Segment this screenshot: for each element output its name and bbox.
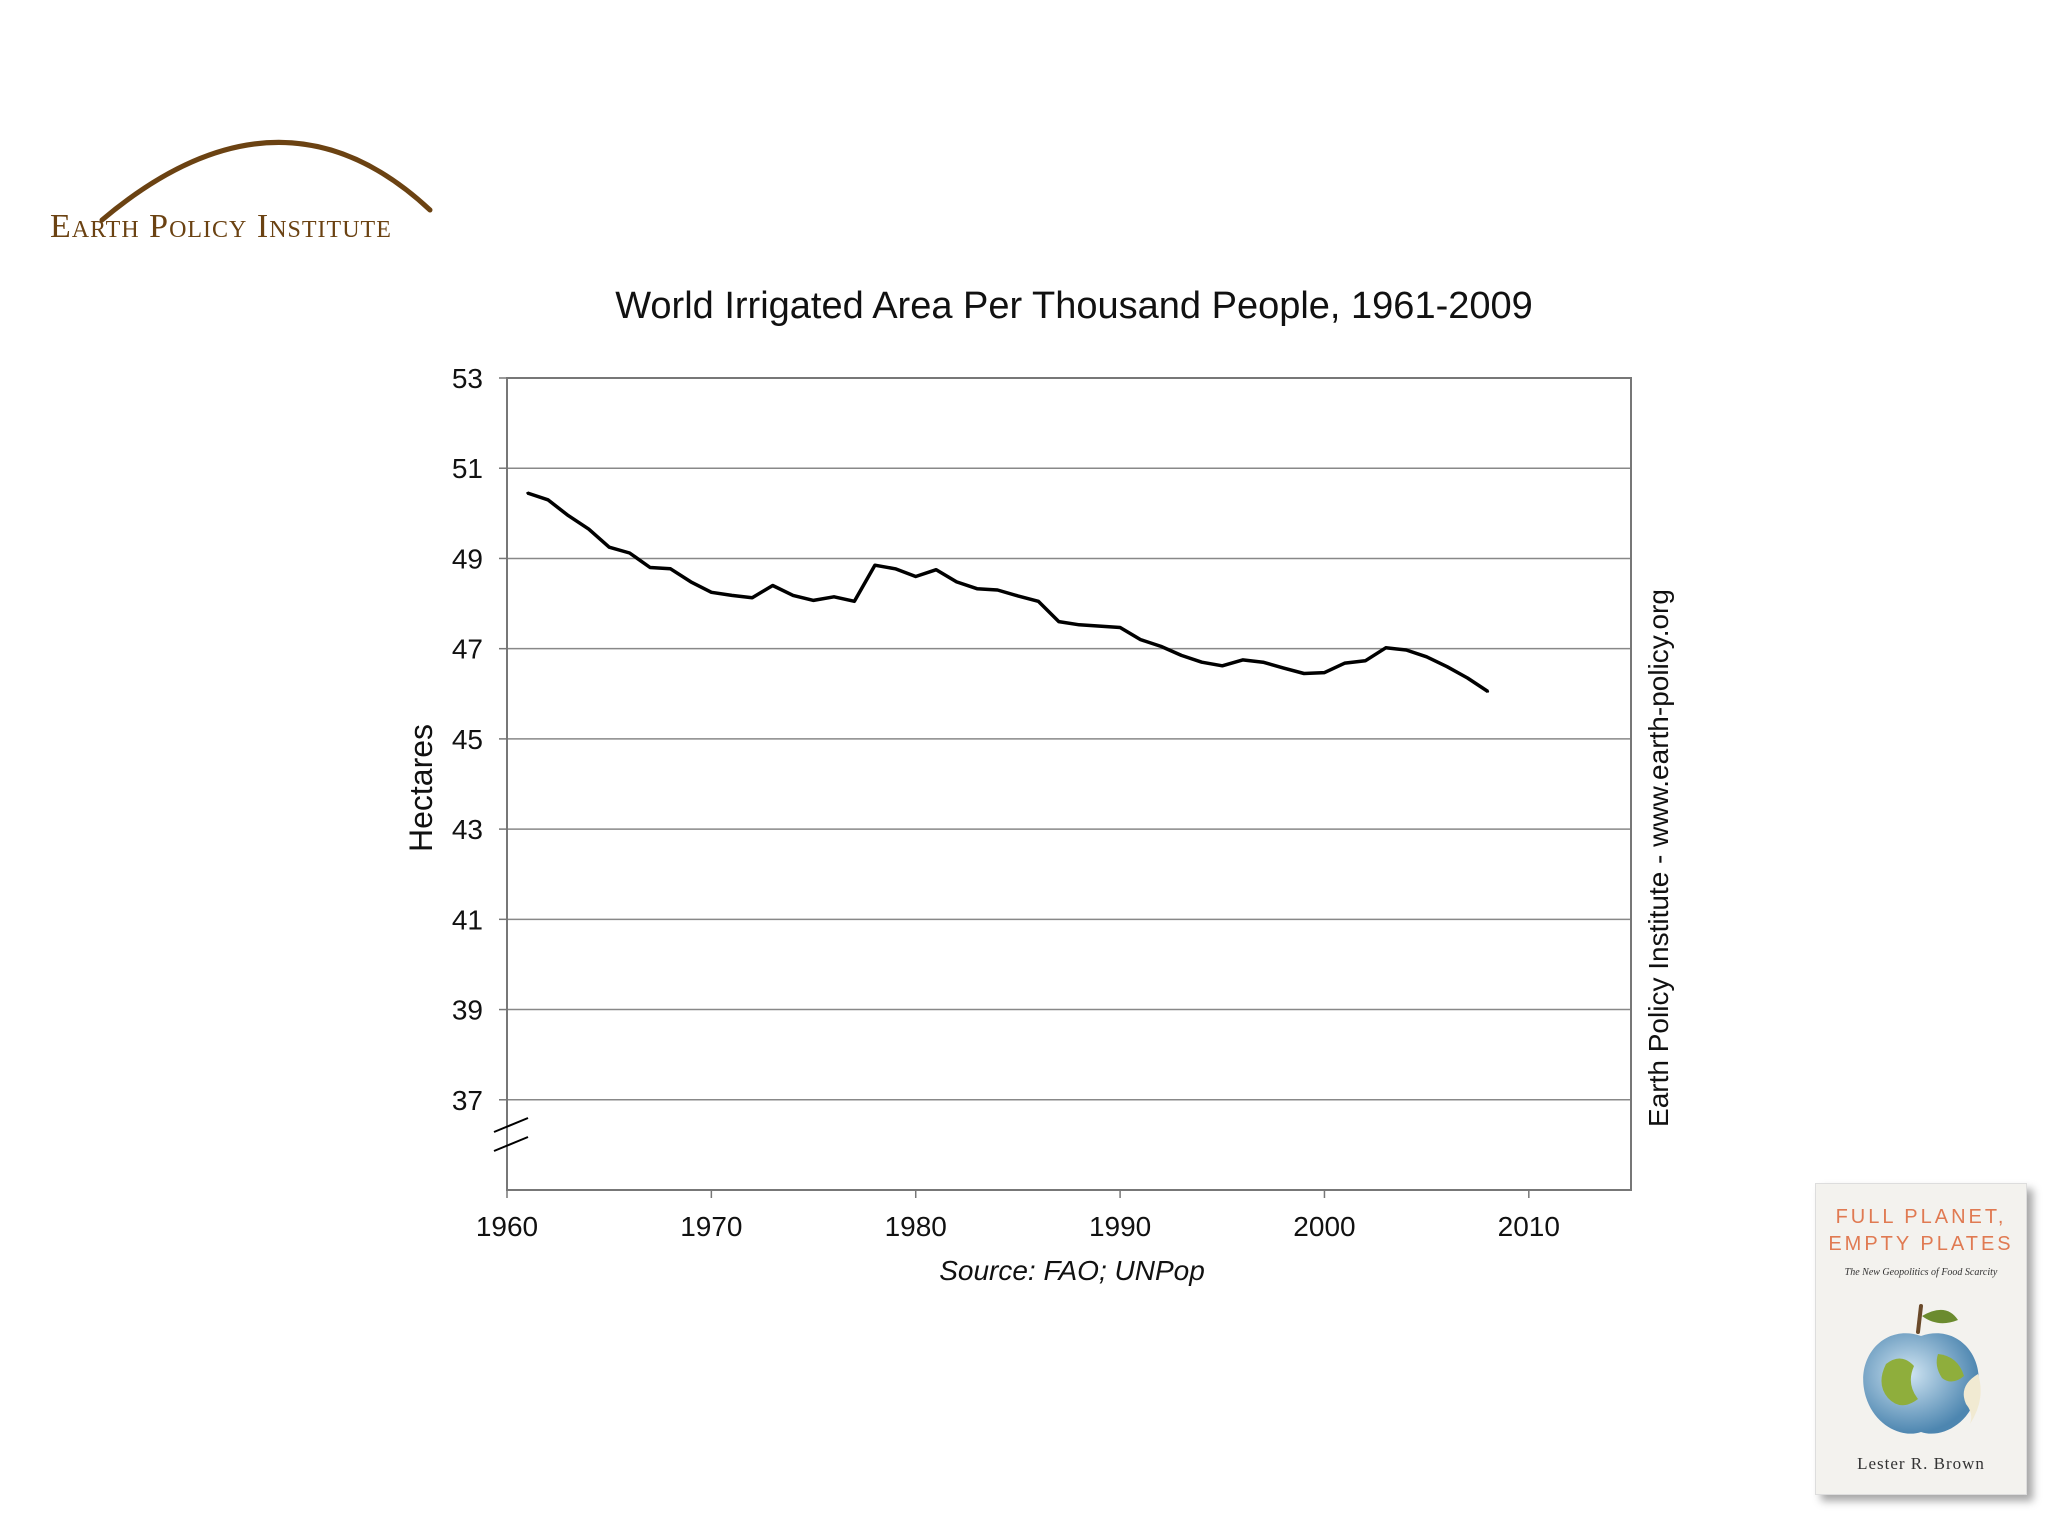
data-point-2004 (1405, 648, 1408, 652)
y-tick-label: 53 (452, 363, 483, 394)
data-point-1985 (1016, 594, 1020, 598)
data-point-1981 (934, 568, 938, 571)
logo-arc-icon (99, 139, 433, 223)
data-point-2005 (1425, 655, 1428, 658)
y-tick-label: 47 (452, 634, 483, 665)
data-point-1966 (628, 551, 631, 555)
data-point-2003 (1384, 646, 1387, 649)
chart-title: World Irrigated Area Per Thousand People… (615, 285, 1533, 327)
data-point-1991 (1139, 638, 1142, 641)
bitten-apple-globe-icon (1863, 1304, 1981, 1434)
data-point-1979 (894, 567, 897, 571)
data-point-1982 (955, 580, 958, 584)
data-point-1990 (1118, 626, 1122, 629)
data-point-1965 (607, 545, 611, 549)
plot-frame (506, 377, 1632, 1191)
x-tick-label: 1990 (1089, 1211, 1151, 1242)
data-point-1964 (587, 527, 590, 531)
data-point-1995 (1221, 664, 1224, 668)
y-tick-label: 43 (452, 814, 483, 845)
data-point-2006 (1445, 665, 1449, 668)
y-tick-label: 39 (452, 995, 483, 1026)
data-point-1969 (689, 580, 693, 584)
x-tick-label: 2010 (1498, 1211, 1560, 1242)
data-point-1974 (791, 594, 795, 597)
data-point-2002 (1364, 659, 1367, 663)
book-title-line2: EMPTY PLATES (1828, 1233, 2014, 1255)
y-tick-label: 51 (452, 453, 483, 484)
data-point-1994 (1200, 661, 1204, 664)
data-point-1998 (1282, 666, 1285, 670)
data-point-1987 (1057, 620, 1060, 623)
y-axis-label: Hectares (403, 724, 439, 852)
data-point-1999 (1302, 672, 1306, 675)
data-point-1983 (975, 587, 979, 590)
data-point-1968 (669, 567, 672, 571)
data-point-1961 (526, 491, 529, 495)
data-point-1962 (546, 498, 550, 501)
data-point-1972 (751, 596, 754, 599)
book-cover: FULL PLANET, EMPTY PLATES The New Geopol… (1815, 1183, 2027, 1495)
data-point-2001 (1343, 661, 1347, 665)
data-point-1975 (812, 599, 815, 602)
y-tick-label: 49 (452, 543, 483, 574)
gridlines (507, 377, 1631, 1101)
x-tick-label: 1970 (680, 1211, 742, 1242)
data-point-1963 (567, 514, 570, 517)
x-axis-ticks: 1960 1970 1980 1990 2000 2010 (476, 1190, 1560, 1242)
data-point-1971 (730, 594, 733, 597)
series-line (526, 491, 1489, 693)
book-subtitle: The New Geopolitics of Food Scarcity (1844, 1267, 1998, 1278)
data-point-2007 (1466, 676, 1469, 680)
data-point-1997 (1261, 661, 1265, 664)
data-point-2008 (1486, 690, 1490, 693)
data-point-1996 (1241, 658, 1244, 662)
y-tick-label: 45 (452, 724, 483, 755)
data-point-1986 (1037, 600, 1040, 603)
data-point-1970 (710, 591, 713, 594)
x-tick-label: 1980 (885, 1211, 947, 1242)
data-point-2000 (1323, 671, 1326, 674)
data-point-1992 (1159, 645, 1163, 648)
data-point-1980 (914, 575, 917, 578)
data-point-1984 (996, 588, 999, 592)
data-point-1993 (1180, 654, 1183, 657)
source-note: Source: FAO; UNPop (939, 1255, 1205, 1286)
data-point-1967 (648, 566, 652, 569)
y-tick-label: 41 (452, 904, 483, 935)
watermark-text: Earth Policy Institute - www.earth-polic… (1643, 589, 1674, 1127)
data-point-1976 (832, 595, 836, 598)
data-point-1973 (771, 584, 774, 587)
x-tick-label: 2000 (1293, 1211, 1355, 1242)
data-point-1989 (1098, 624, 1101, 628)
book-title-line1: FULL PLANET, (1835, 1206, 2007, 1228)
data-point-1988 (1078, 623, 1081, 626)
book-author: Lester R. Brown (1857, 1454, 1985, 1473)
x-tick-label: 1960 (476, 1211, 538, 1242)
data-point-1977 (853, 600, 856, 603)
logo-text: Earth Policy Institute (50, 208, 392, 245)
series-points (526, 491, 1490, 693)
y-tick-label: 37 (452, 1085, 483, 1116)
y-axis-ticks: 37 39 41 43 45 47 49 51 53 (452, 363, 507, 1116)
data-point-1978 (873, 564, 877, 567)
axis-break-icon (493, 1117, 529, 1152)
